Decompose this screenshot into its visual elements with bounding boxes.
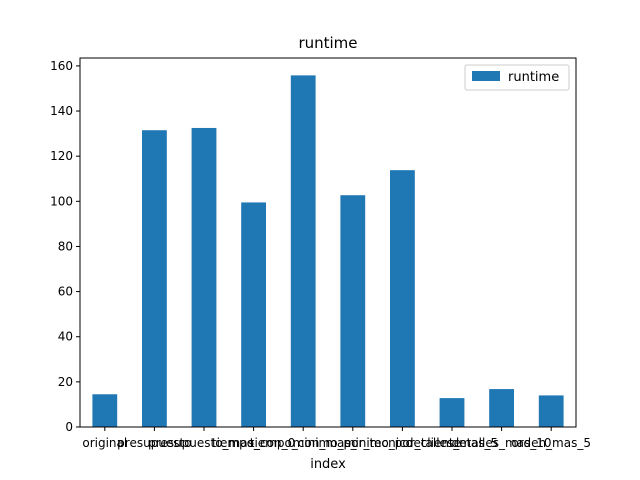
bar-detalles-mas-10	[489, 389, 514, 427]
bar-orden-mas-5	[538, 395, 564, 427]
legend-swatch	[472, 71, 500, 81]
bar-original	[92, 394, 118, 427]
bar-presupuesto	[142, 130, 167, 427]
legend: runtime	[464, 64, 570, 91]
x-tick-label: orden_mas_5	[511, 436, 591, 450]
x-tick-label: original	[82, 436, 127, 450]
y-tick-label: 140	[50, 104, 73, 118]
y-tick-label: 20	[58, 375, 73, 389]
y-tick-label: 100	[50, 194, 73, 208]
x-tick-label: presupuesto_mas_	[148, 436, 261, 450]
x-tick-label: detalles_mas_10	[452, 436, 552, 450]
y-tick-label: 60	[58, 285, 73, 299]
x-tick-label: minimo_por_cliente	[344, 436, 461, 450]
x-tick-label: minimo_por_tecnico	[293, 436, 413, 450]
x-tick-label: tiempo_con_mas_	[250, 436, 358, 450]
y-axis-ticks: 0 20 40 60 80 100 120 140 160	[50, 59, 80, 434]
x-axis-ticks: originalpresupuestopresupuesto_mas_tiemp…	[82, 427, 591, 450]
y-tick-label: 0	[65, 420, 73, 434]
legend-label: runtime	[508, 70, 559, 85]
chart-title: runtime	[298, 34, 357, 52]
bar-minimo-por-tecnico	[340, 195, 366, 427]
bar-tiempo-con-0	[241, 202, 266, 427]
x-tick-label: presupuesto	[117, 436, 191, 450]
x-tick-label: tiempo_con_0	[212, 436, 295, 450]
bar-tiempo-con-mas	[290, 75, 316, 427]
x-axis-label: index	[310, 457, 346, 472]
plot-frame	[79, 57, 577, 428]
bar-minimo-por-cliente	[390, 170, 415, 427]
y-tick-label: 80	[58, 239, 73, 253]
bars-group	[92, 75, 564, 427]
bar-detalles-mas-5	[439, 398, 465, 427]
x-tick-label: detalles_mas_5	[406, 436, 498, 450]
bar-presupuesto-mas	[191, 127, 217, 427]
y-tick-label: 40	[58, 330, 73, 344]
y-tick-label: 120	[50, 149, 73, 163]
y-tick-label: 160	[50, 59, 73, 73]
